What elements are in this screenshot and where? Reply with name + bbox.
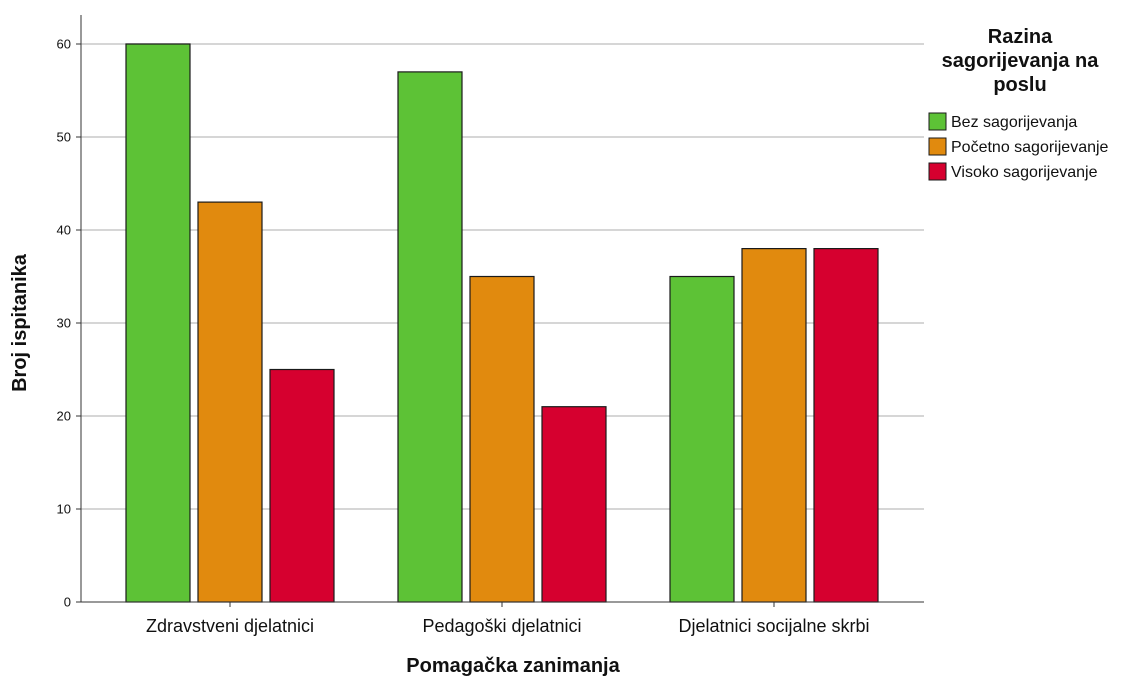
x-axis-title: Pomagačka zanimanja [406, 655, 620, 677]
bar [469, 275, 535, 603]
y-tick-label: 50 [57, 130, 71, 145]
y-tick-label: 20 [57, 409, 71, 424]
legend-title-line-1: Razina [988, 26, 1053, 48]
legend-items: Bez sagorijevanja Početno sagorijevanje Vi… [928, 112, 1109, 181]
legend-swatch [928, 162, 947, 181]
y-tick-label: 40 [57, 223, 71, 238]
bar [125, 43, 191, 603]
bars [125, 43, 879, 603]
y-ticks: 0 10 20 30 40 50 60 [57, 37, 81, 610]
legend: Razina sagorijevanja na poslu Bez sagori… [928, 26, 1109, 181]
legend-title-line-3: poslu [993, 74, 1046, 96]
bar [197, 201, 263, 603]
bar [397, 71, 463, 603]
x-category-labels: Zdravstveni djelatnici Pedagoški djelatni… [146, 602, 870, 636]
y-axis-title: Broj ispitanika [9, 253, 31, 392]
y-tick-label: 60 [57, 37, 71, 52]
y-tick-label: 0 [64, 595, 71, 610]
x-category-label: Djelatnici socijalne skrbi [678, 616, 869, 636]
legend-label: Visoko sagorijevanje [951, 164, 1098, 181]
bar [541, 406, 607, 603]
bar [269, 368, 335, 603]
bar [669, 275, 735, 603]
x-category-label: Pedagoški djelatnici [422, 616, 581, 636]
legend-label: Početno sagorijevanje [951, 139, 1109, 156]
legend-swatch [928, 112, 947, 131]
bar [813, 248, 879, 603]
bar [741, 248, 807, 603]
x-category-label: Zdravstveni djelatnici [146, 616, 314, 636]
legend-title-line-2: sagorijevanja na [942, 50, 1100, 72]
y-tick-label: 10 [57, 502, 71, 517]
legend-label: Bez sagorijevanja [951, 114, 1077, 131]
y-tick-label: 30 [57, 316, 71, 331]
legend-swatch [928, 137, 947, 156]
